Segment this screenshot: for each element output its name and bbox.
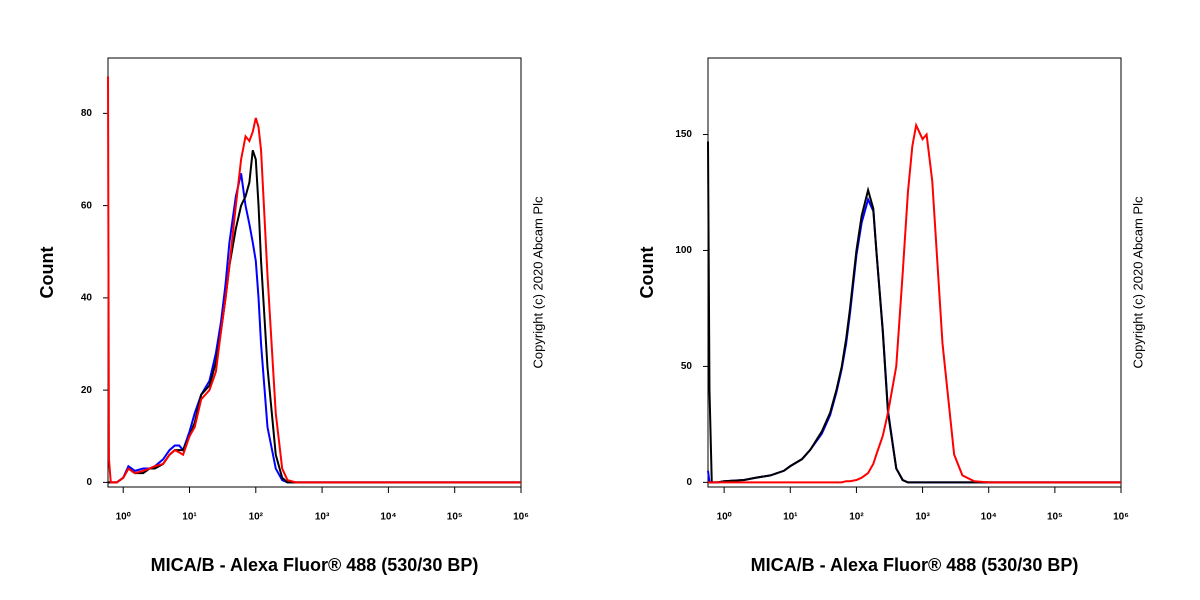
plot-frame (707, 57, 1122, 488)
y-tick-label: 20 (81, 385, 93, 396)
histogram-line (108, 173, 521, 484)
x-axis-label: MICA/B - Alexa Fluor® 488 (530/30 BP) (751, 555, 1079, 575)
y-tick-label: 0 (86, 477, 92, 488)
histogram-line (707, 141, 1121, 484)
x-tick-label: 10⁴ (981, 512, 997, 523)
y-axis-label: Count (637, 247, 657, 299)
y-tick-label: 150 (675, 129, 692, 140)
x-tick-label: 10⁰ (116, 512, 131, 523)
x-tick-label: 10² (849, 512, 864, 523)
y-tick-label: 80 (81, 108, 93, 119)
x-tick-label: 10² (249, 512, 264, 523)
y-tick-label: 50 (681, 361, 693, 372)
x-tick-label: 10⁰ (717, 512, 732, 523)
y-tick-label: 0 (686, 477, 692, 488)
y-axis-label: Count (37, 247, 57, 299)
histogram-line (708, 121, 1121, 484)
histogram-line (707, 196, 1121, 484)
copyright: Copyright (c) 2020 Abcam Plc (530, 196, 545, 368)
x-tick-label: 10⁴ (380, 512, 396, 523)
y-tick-label: 40 (81, 293, 93, 304)
x-tick-label: 10⁶ (1113, 512, 1129, 523)
x-tick-label: 10¹ (783, 512, 798, 523)
x-tick-label: 10⁵ (1047, 512, 1063, 523)
histogram-line (107, 76, 521, 484)
y-tick-label: 100 (675, 245, 692, 256)
plot-frame (107, 57, 522, 488)
x-tick-label: 10³ (915, 512, 930, 523)
x-tick-label: 10⁵ (447, 512, 463, 523)
x-axis-label: MICA/B - Alexa Fluor® 488 (530/30 BP) (151, 555, 479, 575)
y-tick-label: 60 (81, 200, 93, 211)
x-tick-label: 10¹ (182, 512, 197, 523)
histogram-line (108, 149, 521, 484)
copyright: Copyright (c) 2020 Abcam Plc (1130, 196, 1145, 368)
x-tick-label: 10⁶ (513, 512, 529, 523)
x-tick-label: 10³ (315, 512, 330, 523)
